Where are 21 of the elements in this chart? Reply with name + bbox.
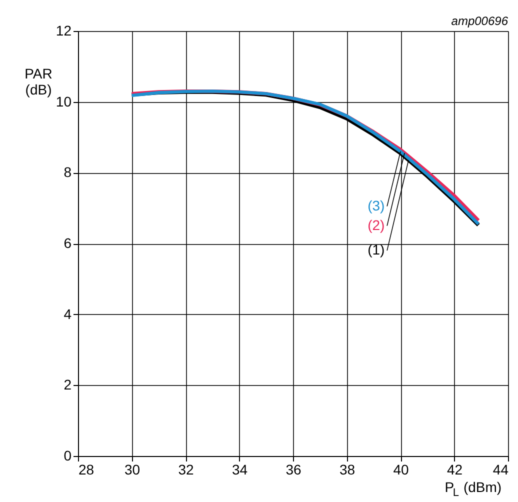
y-axis-title: PAR (dB) xyxy=(24,66,52,98)
x-tick-label: 28 xyxy=(78,462,94,478)
x-tick-label: 34 xyxy=(232,462,248,478)
text: (3) xyxy=(368,197,385,214)
x-tick-label: 42 xyxy=(446,462,463,478)
y-tick-label: 6 xyxy=(64,235,72,251)
x-tick-label: 32 xyxy=(178,462,194,478)
text: (2) xyxy=(368,216,385,233)
y-tick-label: 0 xyxy=(64,448,72,464)
y-tick-label: 8 xyxy=(64,164,72,180)
x-tick-label: 38 xyxy=(339,462,356,478)
y-tick-label: 4 xyxy=(64,306,72,322)
x-tick-label: 30 xyxy=(124,462,140,478)
text: amp00696 xyxy=(451,14,508,28)
text: (1) xyxy=(368,242,385,258)
x-tick-label: 36 xyxy=(286,462,302,478)
y-tick-label: 10 xyxy=(56,93,72,110)
y-tick-label: 12 xyxy=(56,22,72,38)
x-tick-label: 44 xyxy=(492,462,509,478)
y-tick-label: 2 xyxy=(64,376,72,393)
x-tick-label: 40 xyxy=(393,462,409,478)
